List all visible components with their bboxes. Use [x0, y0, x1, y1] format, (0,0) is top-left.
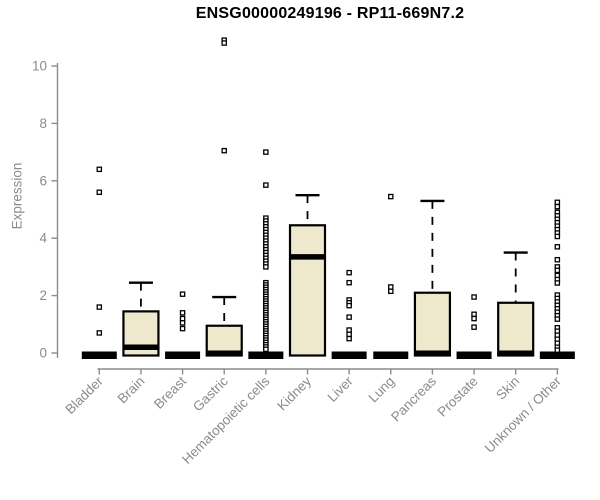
outlier-point	[179, 315, 186, 322]
y-axis-tick-label: 2	[39, 288, 47, 303]
outlier-point	[346, 302, 352, 309]
outlier-point	[346, 269, 352, 276]
outlier-point	[96, 304, 103, 310]
outlier-point	[554, 280, 561, 286]
outlier-point	[554, 256, 561, 263]
outlier-point	[554, 244, 561, 250]
collapsed-box	[248, 351, 284, 359]
outlier-point	[96, 189, 103, 196]
collapsed-box	[539, 351, 575, 359]
collapsed-box	[456, 351, 492, 359]
outlier-point	[179, 325, 186, 332]
outlier-point	[554, 316, 561, 322]
outlier-point	[346, 335, 352, 342]
outlier-point	[221, 40, 227, 46]
y-axis-tick-label: 6	[39, 173, 47, 188]
x-axis-category-label: Breast	[151, 373, 189, 411]
outlier-point	[554, 267, 561, 274]
collapsed-box	[373, 351, 409, 359]
y-axis-tick-label: 4	[39, 231, 47, 246]
x-axis-category-label: Liver	[324, 373, 356, 405]
collapsed-box	[165, 351, 201, 359]
outlier-point	[471, 294, 477, 300]
outlier-point	[346, 279, 352, 286]
y-axis-tick-label: 0	[39, 346, 47, 361]
y-axis-tick-label: 10	[32, 59, 47, 74]
box	[288, 224, 327, 357]
outlier-point	[96, 166, 103, 173]
x-axis-category-label: Unknown / Other	[482, 373, 565, 456]
x-axis-category-label: Kidney	[274, 373, 314, 413]
chart-title: ENSG00000249196 - RP11-669N7.2	[195, 5, 465, 22]
x-axis-category-label: Gastric	[190, 373, 231, 414]
outlier-point	[554, 199, 561, 206]
outlier-point	[471, 311, 477, 318]
outlier-point	[346, 331, 352, 338]
outlier-point	[263, 182, 269, 188]
x-axis-category-label: Prostate	[435, 374, 481, 420]
outlier-point	[221, 147, 227, 154]
outlier-point	[554, 203, 561, 210]
box	[413, 291, 452, 357]
x-axis-category-label: Brain	[115, 374, 148, 407]
outlier-point	[179, 320, 186, 326]
outlier-point	[471, 324, 477, 330]
x-axis-category-label: Lung	[366, 374, 398, 406]
x-axis-category-label: Skin	[493, 374, 522, 403]
outlier-point	[554, 233, 561, 240]
outlier-point	[346, 314, 352, 320]
outlier-point	[388, 284, 394, 290]
outlier-point	[388, 288, 394, 295]
outlier-point	[346, 327, 352, 333]
outlier-point	[96, 330, 103, 336]
y-axis-tick-label: 8	[39, 116, 47, 131]
collapsed-box	[81, 351, 117, 359]
outlier-point	[263, 264, 269, 270]
x-axis-category-label: Bladder	[62, 373, 106, 417]
outlier-point	[471, 315, 477, 322]
collapsed-box	[331, 351, 367, 359]
outlier-point	[179, 291, 186, 297]
box	[497, 301, 535, 357]
outlier-point	[263, 346, 269, 353]
outlier-point	[263, 149, 269, 155]
outlier-point	[388, 193, 394, 200]
outlier-point	[554, 347, 561, 353]
outlier-point	[179, 310, 186, 316]
x-axis-category-label: Pancreas	[388, 373, 439, 424]
